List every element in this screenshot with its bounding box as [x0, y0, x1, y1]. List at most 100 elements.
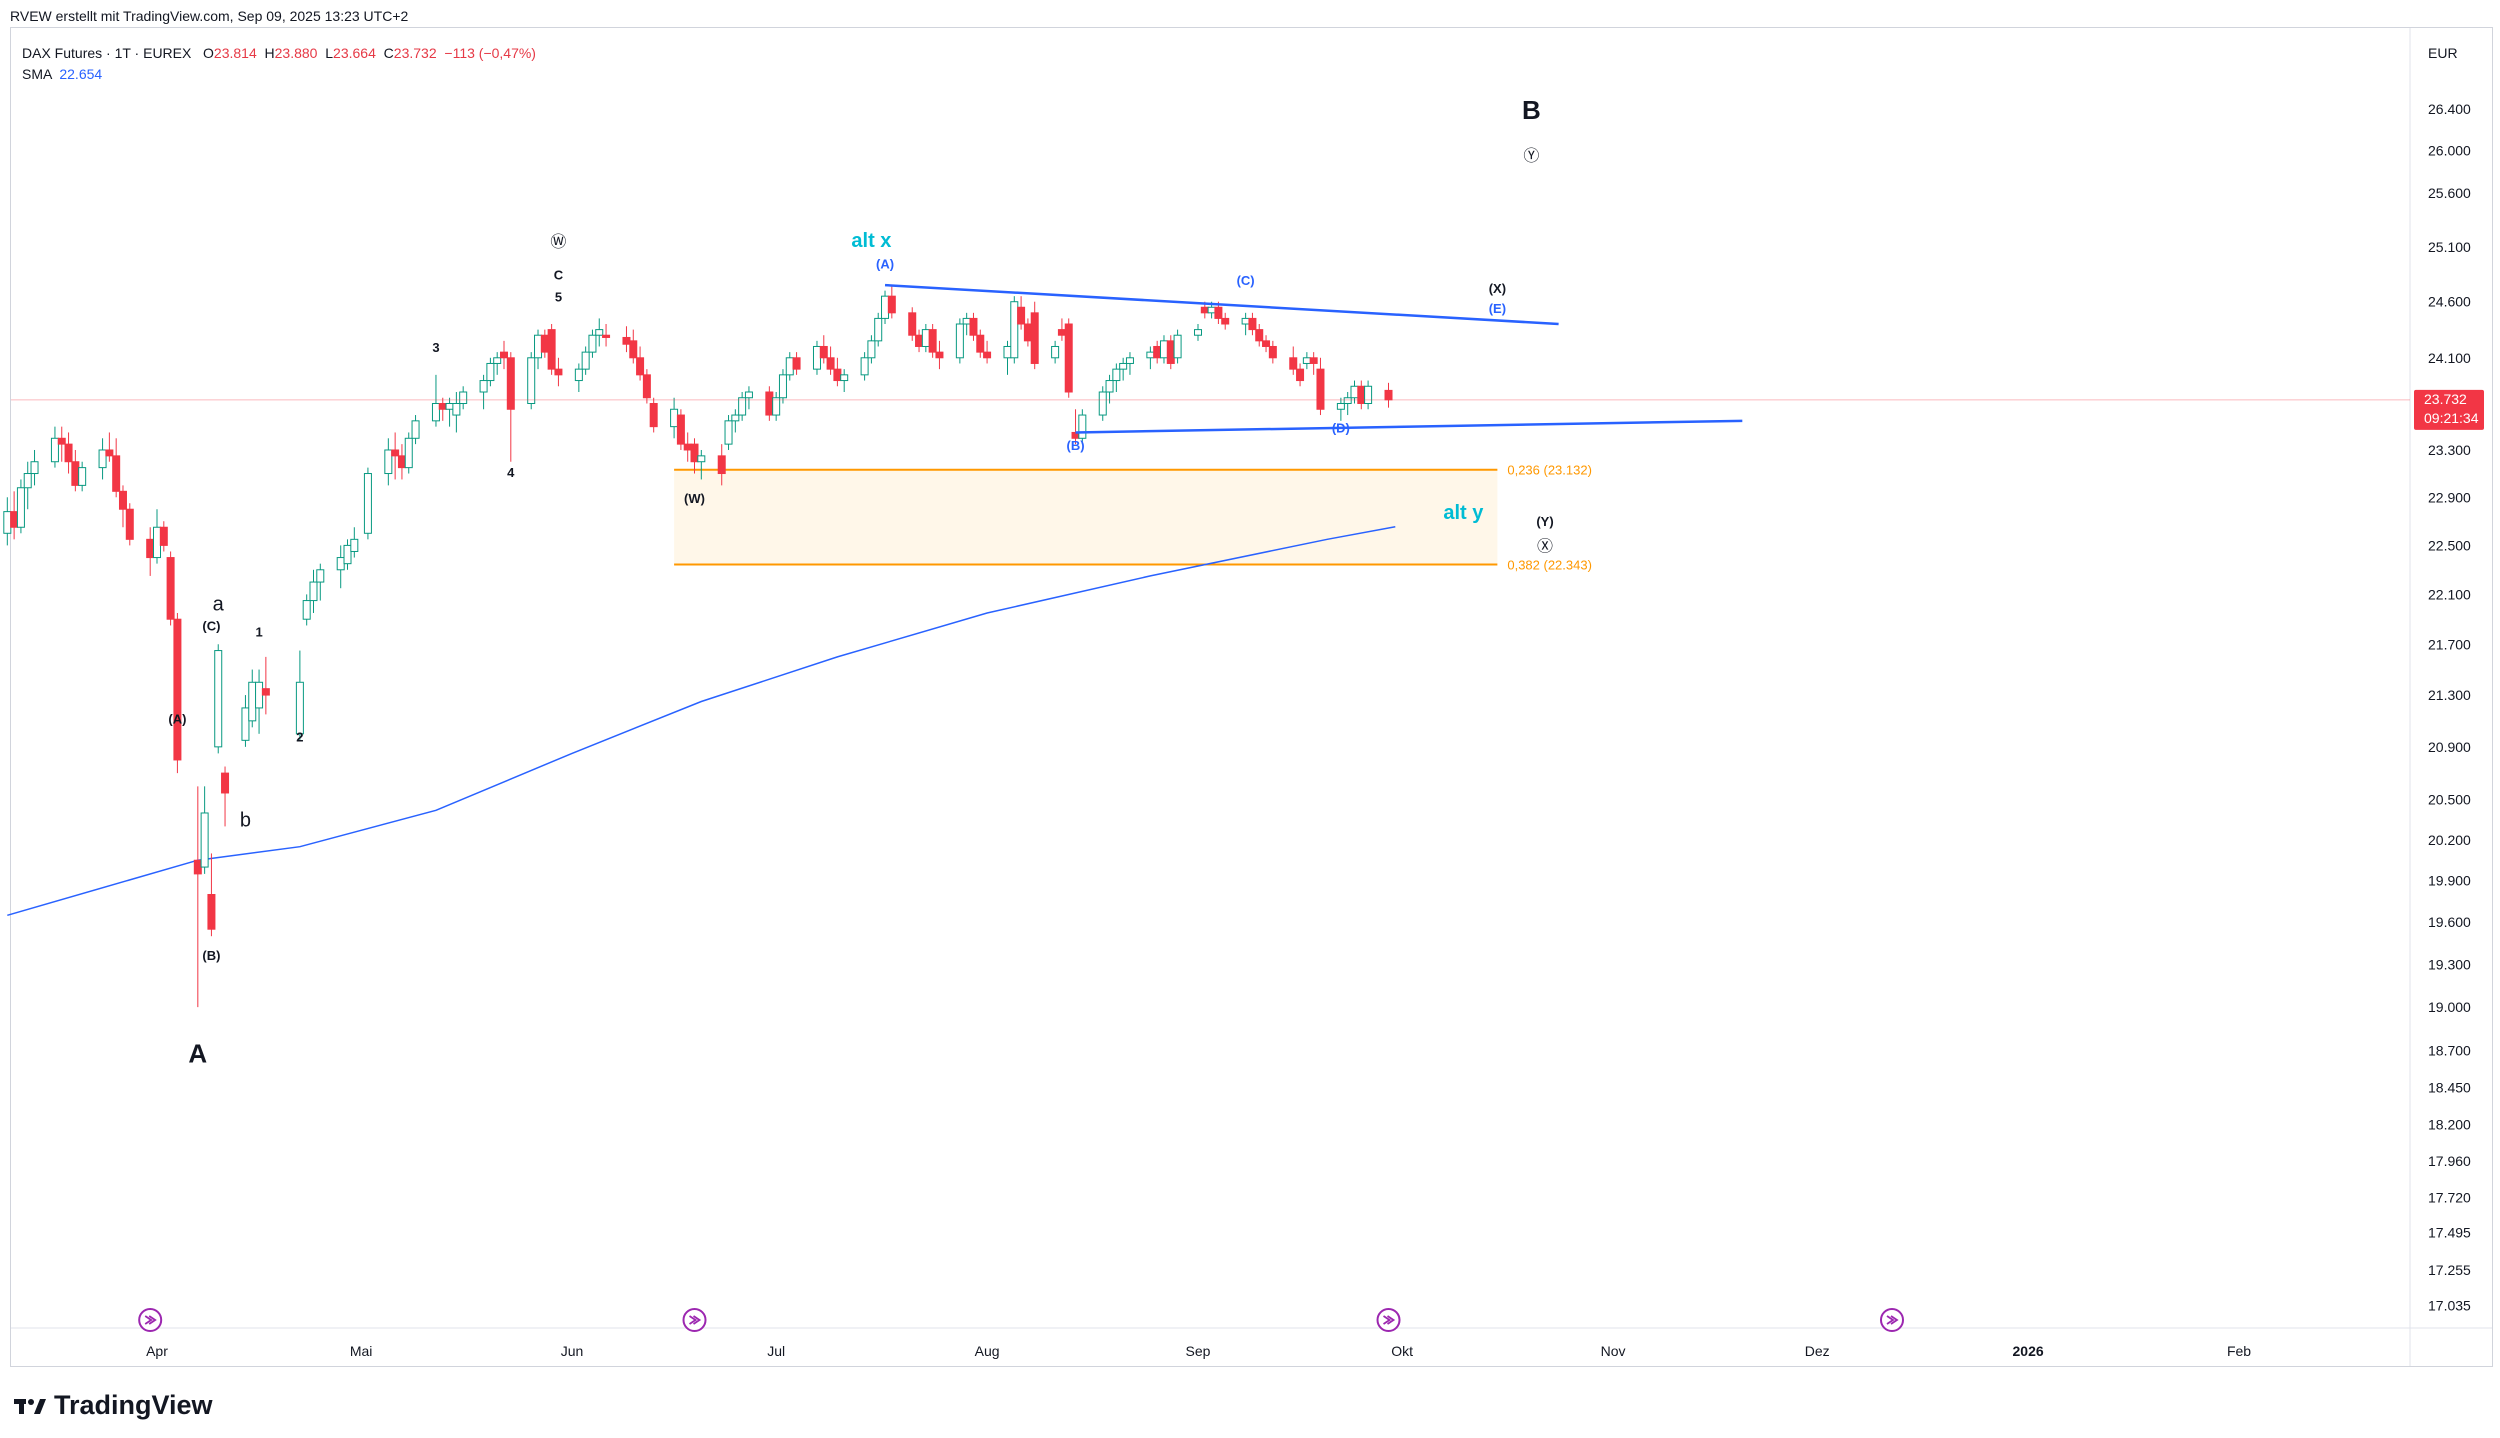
candle-body	[554, 368, 563, 376]
candle	[146, 527, 155, 576]
candle	[207, 853, 216, 937]
candle-body	[248, 681, 257, 722]
candle-body	[78, 467, 87, 486]
candle	[792, 352, 801, 375]
candle-body	[10, 511, 19, 528]
candle	[248, 669, 257, 728]
sma-row: SMA 22.654	[22, 64, 536, 85]
candle	[397, 444, 406, 480]
candle-body	[350, 538, 359, 552]
y-tick-label: 25.100	[2428, 239, 2471, 255]
candle	[336, 545, 345, 589]
candle-body	[105, 449, 114, 457]
candle-body	[534, 334, 543, 359]
candle-body	[153, 526, 161, 559]
candle-body	[241, 707, 250, 741]
candle-body	[833, 368, 842, 382]
candle-body	[1364, 385, 1373, 404]
candle-body	[159, 526, 168, 546]
candle	[343, 539, 352, 570]
candle	[881, 290, 890, 325]
candle	[350, 527, 359, 558]
candle	[540, 329, 549, 358]
candle-body	[921, 329, 930, 347]
candle	[1336, 397, 1345, 421]
candle	[744, 386, 753, 410]
candle-body	[404, 437, 413, 469]
sma-label[interactable]: SMA	[22, 66, 52, 82]
candle-body	[915, 334, 924, 347]
candle-body	[391, 449, 400, 457]
candle-body	[772, 397, 781, 416]
candle-body	[744, 391, 753, 399]
candle	[1030, 301, 1039, 370]
candle	[908, 307, 917, 341]
x-tick-label: Apr	[146, 1343, 168, 1359]
y-axis: 26.400 26.000 25.600 25.100 24.600 24.100 23.3…	[2428, 101, 2471, 1313]
candle-body	[1051, 345, 1060, 359]
candle	[554, 357, 563, 387]
candle	[976, 329, 985, 358]
y-tick-label: 18.700	[2428, 1043, 2471, 1059]
candle-body	[438, 402, 447, 410]
candle-body	[636, 357, 645, 376]
candle	[309, 569, 318, 613]
candle-body	[1146, 351, 1155, 359]
x-tick-label: Jul	[767, 1343, 785, 1359]
candle	[962, 312, 971, 336]
event-marker-arrow	[1886, 1315, 1899, 1325]
candle-body	[1194, 329, 1202, 336]
candle-body	[316, 569, 325, 583]
trendline-lower	[1075, 419, 1743, 434]
x-axis: Apr Mai Jun Jul Aug Sep Okt Nov Dez 2026 Feb	[146, 1343, 2251, 1359]
candle	[527, 352, 536, 410]
candle	[3, 497, 12, 546]
candle	[867, 335, 876, 364]
candle-body	[57, 437, 66, 445]
wave-label: 5	[555, 290, 562, 305]
candle	[1146, 346, 1155, 370]
candle-body	[962, 317, 971, 325]
candle	[1241, 312, 1250, 336]
open-label: O	[203, 45, 214, 61]
candle	[1364, 380, 1373, 410]
wave-label: Ⓧ	[1537, 537, 1553, 555]
y-tick-label: 21.300	[2428, 687, 2471, 703]
event-marker-group	[138, 1308, 1904, 1332]
candle	[1159, 335, 1168, 364]
candle	[928, 324, 937, 358]
candle-body	[309, 581, 318, 602]
candle-body	[1316, 368, 1325, 410]
candle-body	[295, 681, 304, 735]
wave-label: (C)	[1237, 273, 1255, 288]
wave-label: 4	[507, 465, 515, 480]
x-tick-label: Sep	[1186, 1343, 1211, 1359]
y-tick-label: 19.900	[2428, 873, 2471, 889]
wave-label: a	[213, 593, 225, 615]
candle-body	[717, 455, 726, 475]
candle-body	[649, 402, 658, 428]
candle	[1173, 329, 1182, 364]
candle	[534, 329, 543, 370]
candle-body	[193, 859, 202, 875]
candle	[574, 363, 583, 392]
candle-body	[1214, 306, 1223, 319]
candle	[935, 340, 944, 370]
wave-label: Ⓨ	[1523, 147, 1539, 165]
y-tick-label: 19.300	[2428, 956, 2471, 972]
wave-label: (X)	[1489, 281, 1506, 296]
x-tick-label: Mai	[350, 1343, 373, 1359]
wave-label: (B)	[202, 948, 220, 963]
candle-body	[1153, 345, 1162, 359]
candle	[581, 346, 590, 375]
candle-body	[50, 437, 59, 463]
candle	[670, 397, 679, 439]
candle	[411, 415, 420, 445]
symbol-label[interactable]: DAX Futures · 1T · EUREX	[22, 45, 192, 61]
candle	[1296, 363, 1305, 387]
candle-body	[602, 334, 611, 338]
candle-body	[785, 357, 794, 376]
candle-body	[622, 336, 631, 345]
candle-body	[112, 455, 121, 492]
